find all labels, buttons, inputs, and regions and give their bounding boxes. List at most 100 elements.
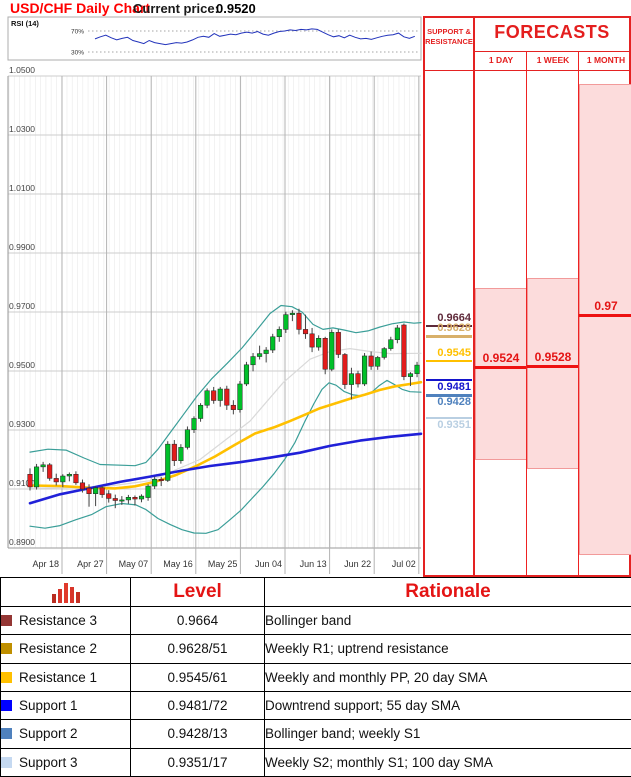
forecast-level-line xyxy=(475,365,527,369)
levels-table: Level Rationale Resistance 3 0.9664 Bollin… xyxy=(0,577,631,777)
candle-up xyxy=(283,314,289,330)
level-name: Resistance 1 xyxy=(19,669,98,685)
candle-up xyxy=(237,383,243,410)
table-row: Resistance 1 0.9545/61 Weekly and monthly … xyxy=(0,662,631,692)
candle-down xyxy=(112,498,118,501)
forecasts-title: FORECASTS xyxy=(494,22,610,42)
forecast-value: 0.9528 xyxy=(534,349,572,364)
candle-up xyxy=(191,418,197,430)
forecast-column-header: 1 DAY xyxy=(488,55,514,65)
candle-up xyxy=(125,497,131,501)
sr-level-value: 0.9428 xyxy=(437,396,471,409)
candle-down xyxy=(99,487,105,495)
candle-up xyxy=(348,373,354,385)
candle-down xyxy=(211,390,217,401)
candle-up xyxy=(394,327,400,340)
level-rationale-cell: Downtrend support; 55 day SMA xyxy=(264,690,631,721)
sr-level-line xyxy=(426,394,472,397)
candle-down xyxy=(368,355,374,367)
forecast-range-box xyxy=(475,288,527,461)
title-bar: USD/CHF Daily Chart Current price: 0.952… xyxy=(0,0,631,17)
candle-up xyxy=(34,466,40,488)
candle-up xyxy=(184,429,190,448)
candle-down xyxy=(73,474,79,484)
level-value-cell: 0.9481/72 xyxy=(130,690,265,721)
candle-down xyxy=(79,482,86,490)
y-axis-label: 0.8900 xyxy=(9,537,35,547)
candle-down xyxy=(322,338,328,370)
y-axis-label: 0.9100 xyxy=(9,478,35,488)
candle-up xyxy=(375,357,381,367)
forecast-column-1-day: 1 DAY 0.9524 xyxy=(475,18,527,575)
forecast-value: 0.9524 xyxy=(482,350,520,365)
candle-down xyxy=(296,312,302,330)
candle-down xyxy=(342,354,348,385)
table-header-icon-cell xyxy=(0,577,131,607)
table-row: Support 2 0.9428/13 Bollinger band; weekly… xyxy=(0,719,631,749)
candle-down xyxy=(224,388,230,406)
x-axis-label: Jun 04 xyxy=(255,559,282,569)
candle-down xyxy=(27,474,33,488)
level-color-swatch xyxy=(1,728,12,740)
forecast-column-header: 1 MONTH xyxy=(586,55,626,65)
page-title: USD/CHF Daily Chart xyxy=(10,0,151,16)
forecasts-title-row: FORECASTS xyxy=(475,18,629,51)
table-header-rationale: Rationale xyxy=(264,577,631,607)
level-name-cell: Resistance 3 xyxy=(0,605,131,636)
candle-up xyxy=(198,404,204,419)
candle-down xyxy=(86,487,92,494)
y-axis-label: 0.9500 xyxy=(9,360,35,370)
candle-down xyxy=(355,373,361,385)
candle-up xyxy=(40,464,46,468)
level-name-cell: Support 3 xyxy=(0,747,131,777)
x-axis-label: Jul 02 xyxy=(392,559,416,569)
support-resistance-column: SUPPORT & RESISTANCE 0.9664 0.9628 0.9545 0… xyxy=(425,18,475,575)
candle-up xyxy=(119,499,125,502)
sr-level-line xyxy=(426,416,472,420)
y-axis-label: 1.0100 xyxy=(9,183,35,193)
level-rationale-cell: Weekly R1; uptrend resistance xyxy=(264,634,631,664)
candle-up xyxy=(145,485,151,498)
candle-down xyxy=(302,329,309,335)
candle-down xyxy=(335,332,341,355)
column-divider xyxy=(578,51,579,575)
level-value-cell: 0.9351/17 xyxy=(130,747,265,777)
current-price-value: 0.9520 xyxy=(216,1,256,16)
candle-up xyxy=(60,475,66,483)
sr-level-value: 0.9628 xyxy=(437,322,471,335)
x-axis-label: May 25 xyxy=(208,559,238,569)
level-rationale-cell: Weekly and monthly PP, 20 day SMA xyxy=(264,662,631,692)
candle-down xyxy=(171,443,177,461)
rsi-line xyxy=(94,28,415,46)
table-row: Resistance 2 0.9628/51 Weekly R1; uptrend … xyxy=(0,634,631,664)
sr-level-value: 0.9351 xyxy=(437,418,471,431)
sr-level-value: 0.9664 xyxy=(437,311,471,324)
level-name: Resistance 3 xyxy=(19,613,98,629)
level-value-cell: 0.9545/61 xyxy=(130,662,265,692)
forecast-level-line xyxy=(527,364,579,368)
candle-up xyxy=(270,336,276,351)
level-name: Support 1 xyxy=(19,698,78,714)
candle-down xyxy=(230,404,236,410)
rsi-threshold-label: 30% xyxy=(71,50,84,57)
level-color-swatch xyxy=(1,756,12,768)
x-axis-label: Jun 13 xyxy=(300,559,327,569)
candle-up xyxy=(276,329,282,338)
current-price-label: Current price: xyxy=(133,1,219,16)
table-row: Support 3 0.9351/17 Weekly S2; monthly S1;… xyxy=(0,747,631,777)
candle-down xyxy=(401,324,407,377)
candle-up xyxy=(243,364,250,385)
level-name-cell: Support 2 xyxy=(0,719,131,749)
level-name-cell: Resistance 2 xyxy=(0,634,131,664)
candle-down xyxy=(53,478,59,483)
column-divider xyxy=(526,51,527,575)
rsi-threshold-label: 70% xyxy=(71,29,84,36)
candle-down xyxy=(309,333,315,348)
y-axis-label: 0.9300 xyxy=(9,419,35,429)
y-axis-label: 1.0500 xyxy=(9,65,35,75)
candle-down xyxy=(106,493,112,499)
candle-up xyxy=(414,364,420,374)
candle-up xyxy=(407,373,414,377)
level-name: Resistance 2 xyxy=(19,641,98,657)
